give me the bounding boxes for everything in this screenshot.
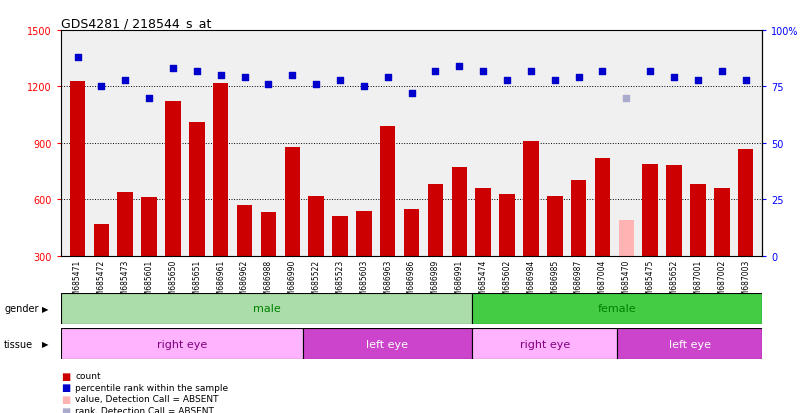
Bar (404, 209, 419, 312)
Text: ■: ■ (61, 406, 70, 413)
Text: ▶: ▶ (42, 339, 49, 348)
Point (238, 75, 251, 81)
Text: right eye: right eye (520, 339, 570, 349)
Point (667, 75, 680, 81)
Bar (475, 188, 491, 312)
Bar (667, 166, 682, 312)
Bar (619, 221, 634, 312)
Text: ▶: ▶ (42, 304, 49, 313)
Bar (500, 194, 515, 312)
Point (191, 68, 204, 75)
Bar (617, 328, 762, 359)
Bar (303, 328, 472, 359)
Bar (594, 159, 610, 312)
Text: tissue: tissue (4, 339, 33, 349)
Text: left eye: left eye (669, 339, 710, 349)
Point (739, 77, 752, 84)
Point (525, 68, 538, 75)
Bar (213, 83, 229, 312)
Bar (571, 181, 586, 312)
Bar (427, 185, 443, 312)
Text: male: male (252, 304, 281, 314)
Bar (547, 196, 563, 312)
Bar (141, 198, 157, 312)
Point (500, 77, 513, 84)
Point (118, 77, 131, 84)
Bar (308, 196, 324, 312)
Bar (93, 224, 109, 312)
Point (453, 64, 466, 70)
Text: GDS4281 / 218544_s_at: GDS4281 / 218544_s_at (61, 17, 211, 30)
Text: right eye: right eye (157, 339, 207, 349)
Point (310, 82, 323, 88)
Point (429, 68, 442, 75)
Point (71, 55, 84, 61)
Point (285, 73, 298, 79)
Point (572, 75, 585, 81)
Bar (260, 213, 277, 312)
Bar (452, 168, 467, 312)
Point (333, 77, 346, 84)
Point (143, 95, 156, 102)
Text: female: female (598, 304, 637, 314)
Point (166, 66, 179, 73)
Bar (738, 149, 753, 312)
Point (644, 68, 657, 75)
Bar (165, 102, 181, 312)
Bar (333, 217, 348, 312)
Bar (70, 82, 85, 312)
Bar (61, 293, 472, 324)
Text: gender: gender (4, 304, 39, 314)
Bar (472, 328, 617, 359)
Bar (189, 123, 204, 312)
Text: value, Detection Call = ABSENT: value, Detection Call = ABSENT (75, 394, 219, 404)
Text: left eye: left eye (367, 339, 409, 349)
Point (405, 91, 418, 97)
Text: rank, Detection Call = ABSENT: rank, Detection Call = ABSENT (75, 406, 214, 413)
Bar (61, 328, 303, 359)
Point (596, 68, 609, 75)
Text: ■: ■ (61, 382, 70, 392)
Bar (118, 192, 133, 312)
Bar (380, 127, 396, 312)
Point (620, 95, 633, 102)
Point (548, 77, 561, 84)
Point (381, 75, 394, 81)
Text: ■: ■ (61, 371, 70, 381)
Point (262, 82, 275, 88)
Text: count: count (75, 371, 101, 380)
Bar (472, 293, 762, 324)
Bar (523, 142, 539, 312)
Bar (714, 188, 730, 312)
Text: percentile rank within the sample: percentile rank within the sample (75, 383, 229, 392)
Point (477, 68, 490, 75)
Bar (237, 205, 252, 312)
Point (214, 73, 227, 79)
Point (692, 77, 705, 84)
Bar (356, 211, 371, 312)
Text: ■: ■ (61, 394, 70, 404)
Point (358, 84, 371, 90)
Bar (285, 147, 300, 312)
Point (95, 84, 108, 90)
Bar (642, 164, 658, 312)
Bar (690, 185, 706, 312)
Point (715, 68, 728, 75)
